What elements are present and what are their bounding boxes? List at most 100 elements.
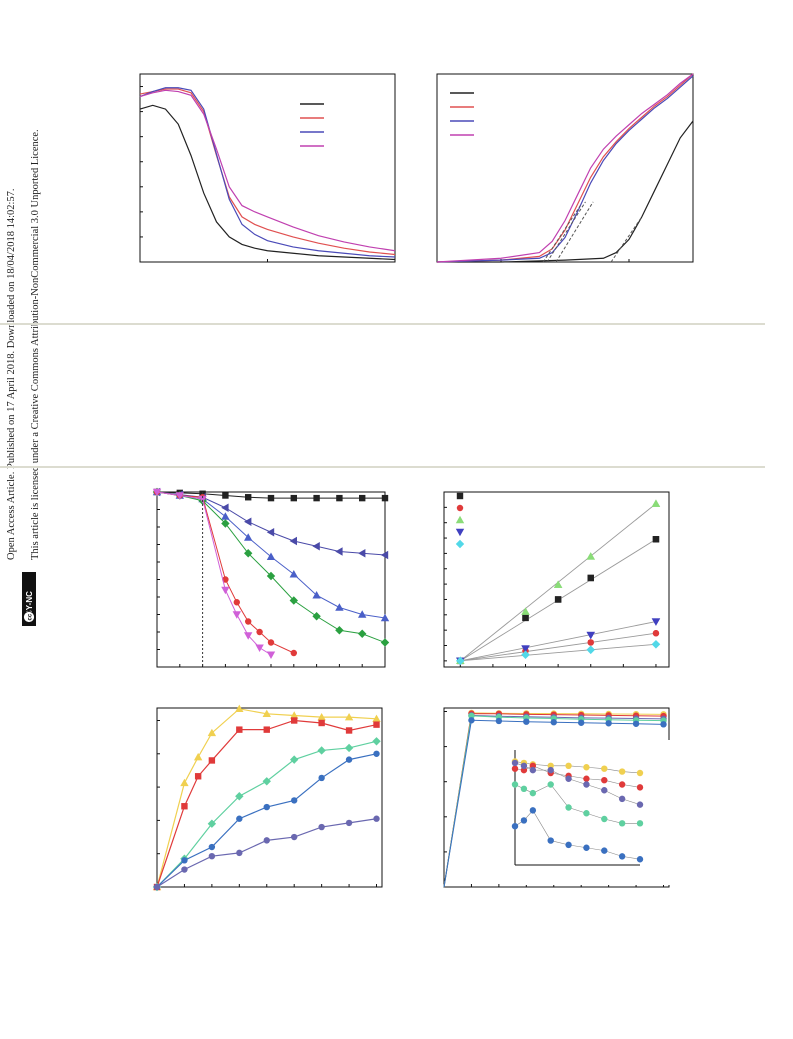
data-point <box>289 596 298 605</box>
inset-point <box>636 820 644 827</box>
tangent-line <box>542 205 581 263</box>
data-point <box>194 773 202 780</box>
data-point <box>652 630 660 637</box>
data-point <box>344 743 354 753</box>
data-point <box>208 757 216 764</box>
data-point <box>345 756 353 763</box>
tangent-line <box>610 216 643 263</box>
data-point <box>263 726 270 733</box>
data-point <box>318 823 325 831</box>
data-point <box>358 610 367 618</box>
chart-uv-absorbance <box>139 73 396 263</box>
inset-point <box>520 785 528 793</box>
data-point <box>313 494 320 502</box>
legend-marker <box>455 539 465 549</box>
licence-link[interactable]: This article is licensed under a Creativ… <box>30 129 41 560</box>
data-point <box>289 536 297 546</box>
data-point <box>312 591 321 599</box>
data-point <box>660 721 667 728</box>
data-point <box>235 704 244 713</box>
plot-frame <box>139 73 396 263</box>
data-point <box>290 797 298 804</box>
data-point <box>236 849 243 857</box>
data-point <box>290 833 298 841</box>
data-point <box>266 571 276 581</box>
data-point <box>335 603 344 611</box>
tangent-line <box>546 201 586 263</box>
chart-ln-fit <box>443 491 670 668</box>
inset-point <box>583 781 590 788</box>
inset-point <box>601 847 608 854</box>
data-point <box>267 494 275 502</box>
inset-point <box>583 810 590 817</box>
data-point <box>586 552 595 560</box>
data-point <box>373 750 380 757</box>
series-line <box>156 818 377 888</box>
inset-point <box>636 784 644 791</box>
data-point <box>244 517 252 526</box>
data-point <box>244 632 253 640</box>
fit-line <box>460 621 657 662</box>
data-point <box>244 533 253 541</box>
data-point <box>312 612 321 621</box>
legend-marker <box>455 528 465 537</box>
inset-point <box>511 765 519 772</box>
data-point <box>181 866 188 873</box>
series-line <box>156 491 386 643</box>
cc-icon <box>23 611 35 623</box>
data-point <box>236 815 243 822</box>
data-point <box>267 639 275 646</box>
data-point <box>523 718 530 725</box>
data-point <box>468 717 475 724</box>
series-line <box>156 491 272 656</box>
data-point <box>358 549 366 558</box>
tangent-line <box>555 201 594 263</box>
series-line <box>139 88 396 256</box>
data-point <box>587 639 594 646</box>
chart-bandgap <box>436 73 694 263</box>
data-point <box>221 586 230 595</box>
data-point <box>153 883 161 891</box>
data-point <box>266 651 276 659</box>
data-point <box>553 580 563 588</box>
inset-point <box>511 781 519 788</box>
data-point <box>651 499 661 507</box>
data-point <box>255 644 264 652</box>
inset-bg <box>505 740 695 885</box>
data-point <box>522 614 529 622</box>
data-point <box>336 494 343 502</box>
data-point <box>245 494 252 501</box>
data-point <box>521 645 530 653</box>
inset-point <box>520 817 528 824</box>
fit-line <box>460 632 657 662</box>
data-point <box>289 570 298 578</box>
data-point <box>180 778 189 787</box>
inset-point <box>547 837 554 844</box>
inset-point <box>511 822 519 830</box>
inset-point <box>529 789 537 797</box>
inset-point <box>565 762 572 770</box>
data-point <box>236 726 243 733</box>
data-point <box>456 656 465 666</box>
data-point <box>198 495 207 504</box>
data-point <box>380 613 390 622</box>
inset-point <box>618 820 626 827</box>
data-point <box>222 492 229 499</box>
data-point <box>232 611 241 619</box>
separator-top <box>0 323 765 325</box>
data-point <box>358 629 367 638</box>
series-line <box>139 87 396 258</box>
data-point <box>372 737 381 746</box>
chart-degradation-kinetics <box>152 487 390 668</box>
data-point <box>263 803 270 811</box>
inset-point <box>618 795 626 803</box>
inset-point <box>565 775 572 782</box>
data-point <box>380 638 390 647</box>
data-point <box>207 819 217 828</box>
inset-point <box>547 781 554 788</box>
data-point <box>175 492 184 500</box>
data-point <box>221 519 230 528</box>
data-point <box>233 599 240 606</box>
cc-badge[interactable]: BY-NC cc <box>22 572 36 626</box>
data-point <box>632 720 640 727</box>
